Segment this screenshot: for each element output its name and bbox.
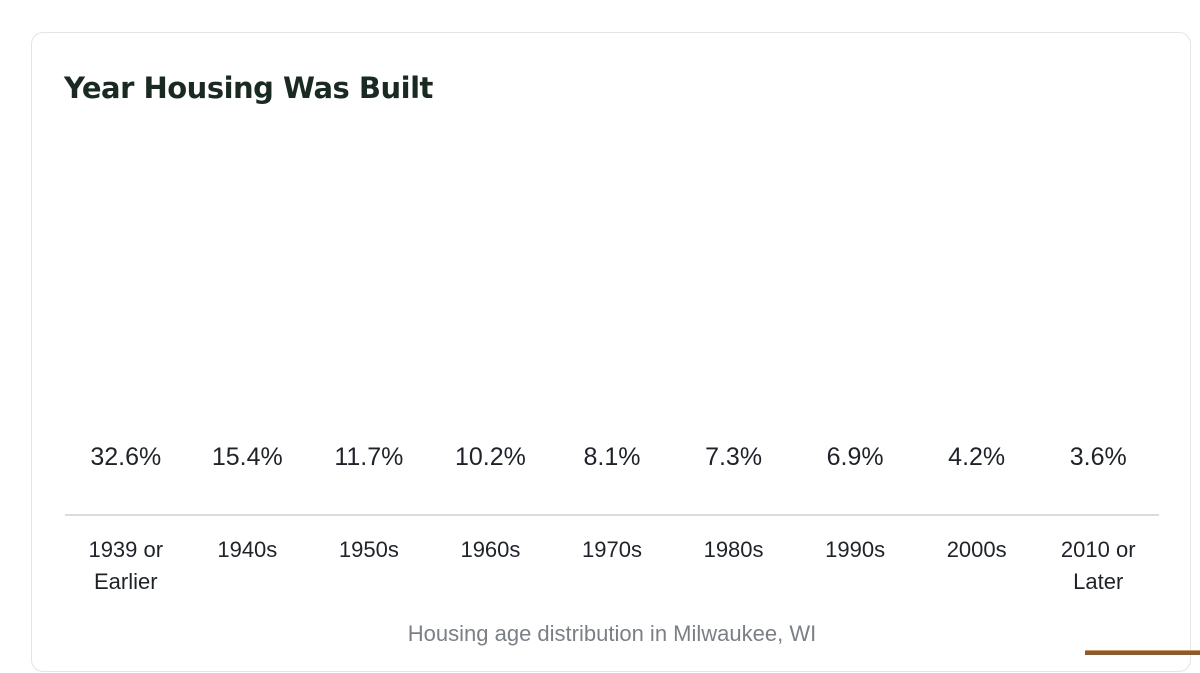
category-label-line: 2000s [947, 537, 1007, 562]
category-label-line: 1970s [582, 537, 642, 562]
category-label-line: Earlier [94, 569, 158, 594]
value-labels: 32.6% 15.4% 11.7% 10.2% 8.1% 7.3% 6.9% 4.2% 3.6% [90, 443, 1126, 471]
category-label-line: 1940s [217, 537, 277, 562]
bar-value-label: 7.3% [705, 443, 762, 471]
bar-value-label: 10.2% [455, 443, 526, 471]
bar-value-label: 11.7% [334, 443, 403, 471]
category-label: 1970s [582, 537, 642, 562]
bar-value-label: 4.2% [948, 443, 1005, 471]
category-label: 2010 or Later [1061, 537, 1136, 594]
category-label: 1960s [460, 537, 520, 562]
category-label: 1980s [704, 537, 764, 562]
chart-caption: Housing age distribution in Milwaukee, W… [407, 621, 817, 646]
category-label: 1990s [825, 537, 885, 562]
chart-card: Year Housing Was Built 32.6% 15.4% 11.7% 10… [31, 32, 1191, 672]
category-label: 1939 or Earlier [88, 537, 163, 594]
category-labels: 1939 or Earlier 1940s 1950s 1960s 1970s 1980s 1… [88, 537, 1135, 594]
bar-value-label: 32.6% [90, 443, 161, 471]
category-label-line: 1960s [460, 537, 520, 562]
category-label: 1950s [339, 537, 399, 562]
category-label-line: 1990s [825, 537, 885, 562]
category-label: 1940s [217, 537, 277, 562]
bar-value-label: 6.9% [827, 443, 884, 471]
adjacent-card-edge [1085, 650, 1200, 655]
bar-value-label: 3.6% [1070, 443, 1127, 471]
category-label-line: Later [1073, 569, 1123, 594]
category-label-line: 2010 or [1061, 537, 1136, 562]
bar-value-label: 15.4% [212, 443, 283, 471]
category-label-line: 1980s [704, 537, 764, 562]
bar-chart: 32.6% 15.4% 11.7% 10.2% 8.1% 7.3% 6.9% 4.2% 3.6%… [65, 443, 1159, 594]
category-label-line: 1950s [339, 537, 399, 562]
chart-title: Year Housing Was Built [64, 71, 433, 105]
category-label-line: 1939 or [88, 537, 163, 562]
category-label: 2000s [947, 537, 1007, 562]
bar-value-label: 8.1% [584, 443, 641, 471]
